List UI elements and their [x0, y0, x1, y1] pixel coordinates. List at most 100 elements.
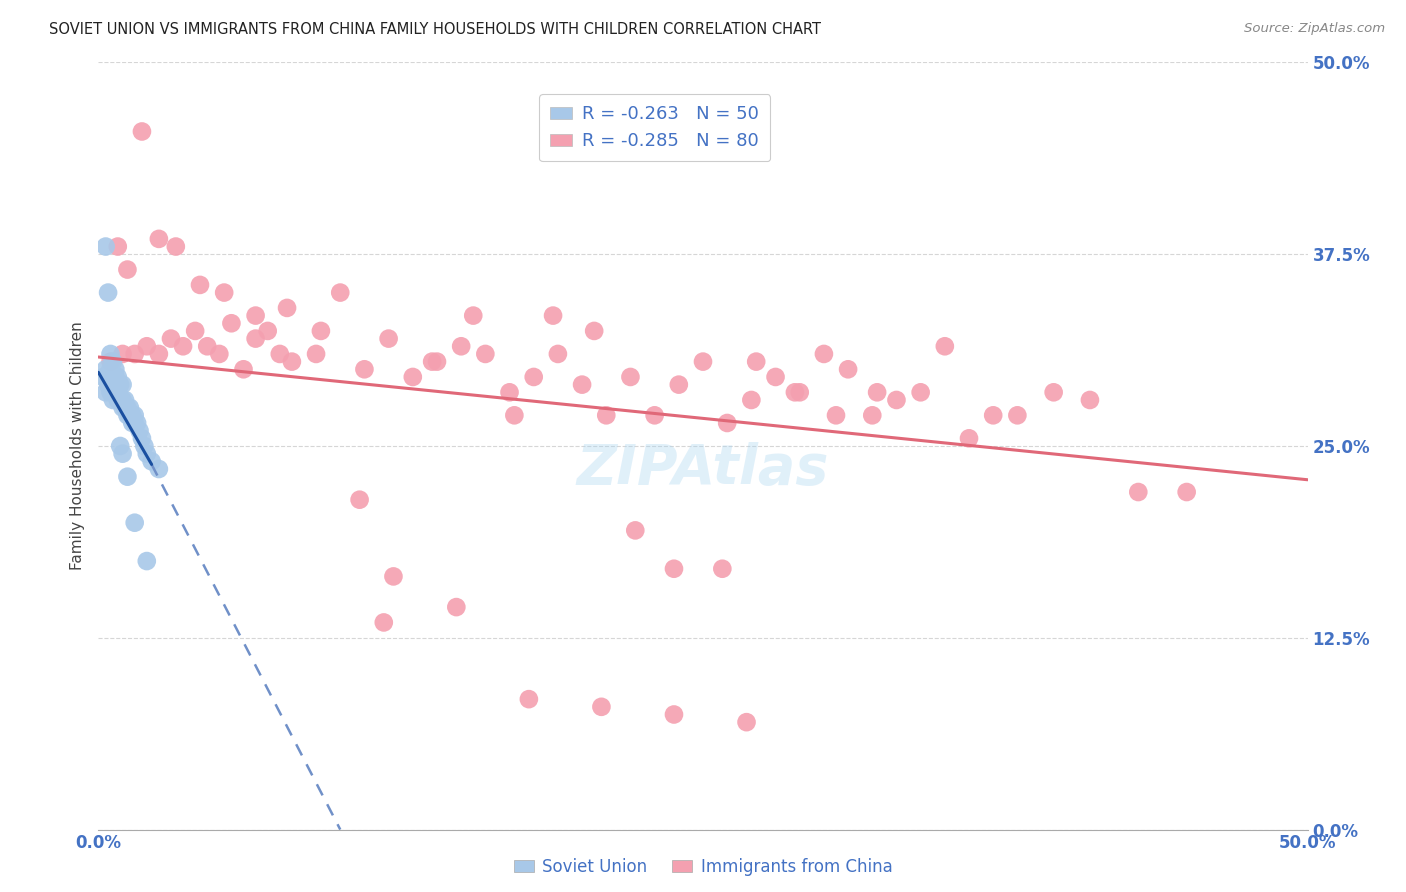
Point: [866, 385, 889, 400]
Point: [373, 615, 395, 630]
Point: [104, 385, 127, 400]
Point: [104, 377, 127, 392]
Point: [886, 392, 908, 407]
Point: [1128, 485, 1150, 500]
Point: [571, 377, 593, 392]
Point: [148, 232, 170, 246]
Point: [382, 569, 405, 583]
Point: [1175, 485, 1198, 500]
Point: [135, 339, 157, 353]
Point: [860, 409, 883, 423]
Point: [114, 392, 136, 407]
Point: [426, 354, 449, 368]
Point: [221, 316, 243, 330]
Point: [107, 392, 129, 407]
Point: [104, 362, 127, 376]
Point: [503, 409, 526, 423]
Point: [276, 301, 298, 315]
Point: [111, 392, 134, 407]
Point: [711, 562, 734, 576]
Point: [463, 309, 485, 323]
Point: [184, 324, 207, 338]
Point: [108, 392, 131, 407]
Point: [662, 562, 685, 576]
Point: [111, 447, 134, 461]
Point: [111, 347, 134, 361]
Point: [662, 707, 685, 722]
Point: [165, 239, 187, 253]
Point: [523, 370, 546, 384]
Point: [124, 409, 146, 423]
Point: [1042, 385, 1064, 400]
Point: [148, 347, 170, 361]
Point: [101, 377, 124, 392]
Y-axis label: Family Households with Children: Family Households with Children: [70, 322, 86, 570]
Point: [837, 362, 859, 376]
Point: [135, 447, 157, 461]
Point: [117, 262, 139, 277]
Point: [172, 339, 194, 353]
Point: [269, 347, 291, 361]
Point: [118, 409, 141, 423]
Point: [127, 416, 149, 430]
Point: [624, 524, 647, 538]
Point: [309, 324, 332, 338]
Point: [825, 409, 848, 423]
Point: [108, 439, 131, 453]
Point: [134, 439, 156, 453]
Point: [141, 454, 163, 468]
Point: [97, 370, 120, 384]
Point: [547, 347, 569, 361]
Point: [910, 385, 932, 400]
Point: [97, 285, 120, 300]
Point: [124, 347, 146, 361]
Point: [474, 347, 496, 361]
Point: [716, 416, 738, 430]
Point: [813, 347, 835, 361]
Text: SOVIET UNION VS IMMIGRANTS FROM CHINA FAMILY HOUSEHOLDS WITH CHILDREN CORRELATIO: SOVIET UNION VS IMMIGRANTS FROM CHINA FA…: [49, 22, 821, 37]
Point: [107, 239, 129, 253]
Point: [208, 347, 231, 361]
Point: [446, 600, 468, 615]
Point: [111, 377, 134, 392]
Legend: Soviet Union, Immigrants from China: Soviet Union, Immigrants from China: [508, 851, 898, 882]
Point: [195, 339, 218, 353]
Point: [668, 377, 690, 392]
Point: [420, 354, 443, 368]
Point: [107, 385, 129, 400]
Point: [131, 124, 153, 138]
Point: [104, 370, 127, 384]
Point: [148, 462, 170, 476]
Point: [107, 385, 129, 400]
Point: [245, 309, 267, 323]
Point: [94, 239, 117, 253]
Point: [281, 354, 304, 368]
Point: [256, 324, 278, 338]
Point: [583, 324, 606, 338]
Point: [353, 362, 375, 376]
Point: [188, 277, 211, 292]
Point: [118, 401, 141, 415]
Point: [212, 285, 235, 300]
Point: [121, 416, 143, 430]
Point: [619, 370, 641, 384]
Point: [1078, 392, 1101, 407]
Point: [934, 339, 956, 353]
Point: [117, 401, 139, 415]
Point: [100, 347, 122, 361]
Point: [107, 370, 129, 384]
Point: [101, 370, 124, 384]
Point: [117, 469, 139, 483]
Point: [329, 285, 352, 300]
Point: [981, 409, 1004, 423]
Point: [450, 339, 472, 353]
Point: [100, 377, 122, 392]
Point: [692, 354, 714, 368]
Point: [1007, 409, 1029, 423]
Point: [97, 377, 120, 392]
Point: [128, 424, 150, 438]
Point: [160, 332, 183, 346]
Point: [402, 370, 425, 384]
Point: [101, 354, 124, 368]
Point: [517, 692, 540, 706]
